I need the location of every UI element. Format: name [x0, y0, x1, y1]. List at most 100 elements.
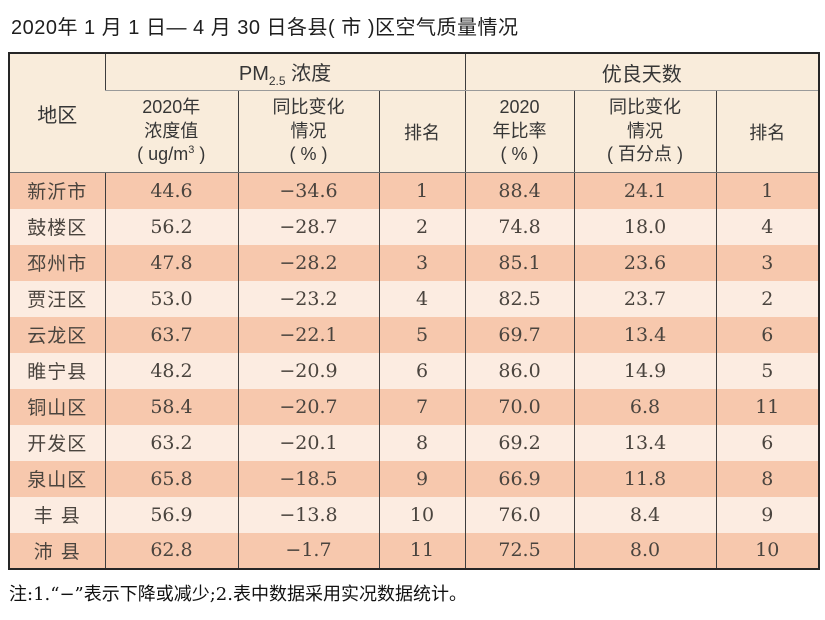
pm25-group-header: PM2.5 浓度 — [104, 53, 466, 91]
pm-change-cell: −1.7 — [237, 532, 379, 569]
good-change-cell: 18.0 — [573, 208, 717, 245]
region-cell: 云龙区 — [9, 316, 105, 353]
pm-rank-cell: 10 — [378, 496, 466, 533]
table-row: 新沂市 44.6 −34.6 1 88.4 24.1 1 — [9, 172, 820, 209]
good-rank-cell: 11 — [715, 388, 820, 425]
pm-change-cell: −22.1 — [237, 316, 379, 353]
pm25-label-suffix: 浓度 — [285, 62, 332, 85]
pm-value-cell: 58.4 — [104, 388, 238, 425]
pm-change-cell: −20.7 — [237, 388, 379, 425]
pm-value-header-line2: 浓度值 — [144, 120, 199, 141]
pm-change-cell: −34.6 — [237, 172, 379, 209]
air-quality-table: 地区 PM2.5 浓度 优良天数 2020年 浓度值 ( ug/m3 ) 同比变… — [8, 52, 821, 570]
pm-rank-cell: 3 — [378, 244, 466, 281]
good-change-header: 同比变化 情况 ( 百分点 ) — [573, 90, 717, 173]
table-row: 贾汪区 53.0 −23.2 4 82.5 23.7 2 — [9, 280, 820, 317]
good-rank-cell: 8 — [715, 460, 820, 497]
table-header: 地区 PM2.5 浓度 优良天数 2020年 浓度值 ( ug/m3 ) 同比变… — [9, 53, 820, 173]
table-body: 新沂市 44.6 −34.6 1 88.4 24.1 1 鼓楼区 56.2 −2… — [9, 172, 820, 569]
pm-rank-cell: 9 — [378, 460, 466, 497]
pm-value-cell: 53.0 — [104, 280, 238, 317]
region-cell: 贾汪区 — [9, 280, 105, 317]
region-cell: 丰 县 — [9, 496, 105, 533]
good-ratio-cell: 69.2 — [464, 424, 575, 461]
pm-rank-cell: 11 — [378, 532, 466, 569]
header-sub-row: 2020年 浓度值 ( ug/m3 ) 同比变化 情况 ( % ) 排名 202… — [9, 90, 820, 173]
good-change-cell: 8.0 — [573, 532, 717, 569]
good-ratio-cell: 72.5 — [464, 532, 575, 569]
pm-value-cell: 48.2 — [104, 352, 238, 389]
good-rank-cell: 10 — [715, 532, 820, 569]
good-ratio-cell: 88.4 — [464, 172, 575, 209]
pm-value-header: 2020年 浓度值 ( ug/m3 ) — [105, 90, 238, 173]
good-change-cell: 11.8 — [573, 460, 717, 497]
table-row: 泉山区 65.8 −18.5 9 66.9 11.8 8 — [9, 460, 820, 497]
cubic-superscript: 3 — [188, 144, 195, 157]
pm-rank-cell: 6 — [378, 352, 466, 389]
pm-change-cell: −18.5 — [237, 460, 379, 497]
pm-change-cell: −28.2 — [237, 244, 379, 281]
good-change-cell: 23.6 — [573, 244, 717, 281]
good-ratio-cell: 76.0 — [464, 496, 575, 533]
pm-value-cell: 65.8 — [104, 460, 238, 497]
table-row: 云龙区 63.7 −22.1 5 69.7 13.4 6 — [9, 316, 820, 353]
pm-rank-cell: 5 — [378, 316, 466, 353]
table-row: 睢宁县 48.2 −20.9 6 86.0 14.9 5 — [9, 352, 820, 389]
good-change-cell: 13.4 — [573, 424, 717, 461]
pm-rank-cell: 2 — [378, 208, 466, 245]
table-row: 铜山区 58.4 −20.7 7 70.0 6.8 11 — [9, 388, 820, 425]
region-cell: 邳州市 — [9, 244, 105, 281]
region-cell: 新沂市 — [9, 172, 105, 209]
good-rank-cell: 6 — [715, 424, 820, 461]
region-cell: 鼓楼区 — [9, 208, 105, 245]
pm-value-cell: 63.7 — [104, 316, 238, 353]
region-cell: 铜山区 — [9, 388, 105, 425]
good-ratio-cell: 69.7 — [464, 316, 575, 353]
good-ratio-cell: 74.8 — [464, 208, 575, 245]
good-change-cell: 14.9 — [573, 352, 717, 389]
page-title: 2020年 1 月 1 日— 4 月 30 日各县( 市 )区空气质量情况 — [11, 17, 519, 39]
pm-change-cell: −20.9 — [237, 352, 379, 389]
good-ratio-header: 2020 年比率 ( % ) — [464, 90, 575, 173]
region-cell: 开发区 — [9, 424, 105, 461]
pm-value-header-line1: 2020年 — [142, 96, 201, 117]
table-row: 鼓楼区 56.2 −28.7 2 74.8 18.0 4 — [9, 208, 820, 245]
pm25-label-prefix: PM — [238, 62, 269, 85]
pm-rank-header: 排名 — [378, 90, 466, 173]
footnote: 注:1.“−”表示下降或减少;2.表中数据采用实况数据统计。 — [9, 583, 467, 605]
good-ratio-cell: 70.0 — [464, 388, 575, 425]
good-rank-cell: 1 — [715, 172, 820, 209]
good-rank-cell: 9 — [715, 496, 820, 533]
good-change-cell: 13.4 — [573, 316, 717, 353]
pm-value-cell: 56.9 — [104, 496, 238, 533]
pm-rank-cell: 8 — [378, 424, 466, 461]
good-ratio-cell: 85.1 — [464, 244, 575, 281]
pm-value-cell: 62.8 — [104, 532, 238, 569]
pm-rank-cell: 4 — [378, 280, 466, 317]
good-change-cell: 23.7 — [573, 280, 717, 317]
region-cell: 泉山区 — [9, 460, 105, 497]
good-rank-cell: 3 — [715, 244, 820, 281]
pm25-subscript: 2.5 — [268, 73, 286, 88]
good-rank-cell: 6 — [715, 316, 820, 353]
pm-change-cell: −20.1 — [237, 424, 379, 461]
pm-rank-cell: 1 — [378, 172, 466, 209]
region-cell: 睢宁县 — [9, 352, 105, 389]
good-ratio-cell: 82.5 — [464, 280, 575, 317]
good-days-group-header: 优良天数 — [464, 53, 820, 91]
good-rank-cell: 5 — [715, 352, 820, 389]
pm-change-cell: −23.2 — [237, 280, 379, 317]
table-row: 邳州市 47.8 −28.2 3 85.1 23.6 3 — [9, 244, 820, 281]
table-row: 开发区 63.2 −20.1 8 69.2 13.4 6 — [9, 424, 820, 461]
good-rank-cell: 4 — [715, 208, 820, 245]
table-row: 沛 县 62.8 −1.7 11 72.5 8.0 10 — [9, 532, 820, 569]
pm-value-cell: 47.8 — [104, 244, 238, 281]
table-row: 丰 县 56.9 −13.8 10 76.0 8.4 9 — [9, 496, 820, 533]
pm-value-cell: 63.2 — [104, 424, 238, 461]
good-rank-cell: 2 — [715, 280, 820, 317]
good-ratio-cell: 66.9 — [464, 460, 575, 497]
good-change-cell: 8.4 — [573, 496, 717, 533]
good-rank-header: 排名 — [715, 90, 820, 173]
header-group-row: 地区 PM2.5 浓度 优良天数 — [9, 53, 820, 173]
pm-value-header-unit: ( ug/m3 ) — [137, 144, 206, 165]
